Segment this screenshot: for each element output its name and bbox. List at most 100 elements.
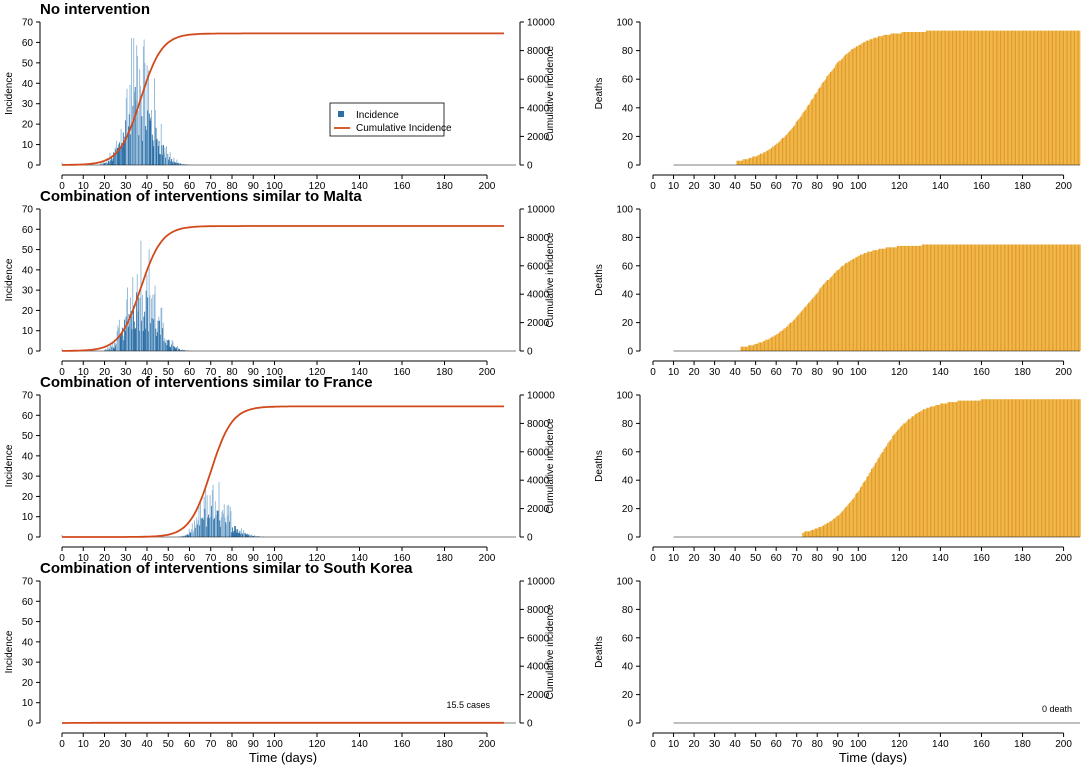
incidence-x-tick-label: 100 [266,367,283,378]
deaths-x-tick-label: 70 [791,181,803,192]
incidence-y-tick-label: 10 [22,698,34,709]
incidence-y-tick-label: 50 [22,431,34,442]
deaths-x-tick-label: 100 [850,553,867,564]
incidence-x-tick-label: 20 [99,553,111,564]
deaths-y-tick-label: 0 [627,347,633,358]
deaths-x-tick-label: 100 [850,367,867,378]
incidence-y-tick-label: 30 [22,99,34,110]
deaths-y-label: Deaths [594,636,605,668]
incidence-y-tick-label: 10 [22,326,34,337]
cumulative-y-tick-label: 0 [527,161,533,172]
incidence-x-tick-label: 30 [120,553,132,564]
incidence-x-tick-label: 50 [163,739,175,750]
deaths-x-tick-label: 40 [730,181,742,192]
incidence-x-tick-label: 160 [394,367,411,378]
incidence-x-tick-label: 120 [309,739,326,750]
deaths-x-tick-label: 30 [709,739,721,750]
cumulative-y-tick-label: 10000 [527,577,555,588]
incidence-x-tick-label: 180 [436,181,453,192]
deaths-x-tick-label: 10 [668,739,680,750]
deaths-x-tick-label: 0 [650,367,656,378]
incidence-y-tick-label: 10 [22,140,34,151]
incidence-x-tick-label: 160 [394,739,411,750]
incidence-x-tick-label: 180 [436,367,453,378]
incidence-x-tick-label: 40 [141,181,153,192]
incidence-x-tick-label: 50 [163,367,175,378]
x-axis-title-left: Time (days) [249,750,317,765]
incidence-x-tick-label: 70 [205,739,217,750]
deaths-x-tick-label: 70 [791,553,803,564]
deaths-x-tick-label: 40 [730,367,742,378]
deaths-x-tick-label: 160 [973,739,990,750]
deaths-y-tick-label: 60 [622,633,634,644]
deaths-annotation: 0 death [1042,704,1072,714]
deaths-x-tick-label: 180 [1014,553,1031,564]
cumulative-y-tick-label: 0 [527,533,533,544]
legend: Incidence Cumulative Incidence [329,102,452,137]
cumulative-y-tick-label: 6000 [527,447,550,458]
cumulative-y-tick-label: 10000 [527,18,555,29]
deaths-x-tick-label: 120 [891,181,908,192]
deaths-y-tick-label: 60 [622,447,634,458]
deaths-y-tick-label: 20 [622,690,634,701]
incidence-x-tick-label: 120 [309,181,326,192]
incidence-x-tick-label: 200 [479,181,496,192]
incidence-y-tick-label: 60 [22,411,34,422]
deaths-y-tick-label: 20 [622,132,634,143]
incidence-y-tick-label: 70 [22,577,34,588]
deaths-x-tick-label: 20 [688,367,700,378]
incidence-y-tick-label: 60 [22,597,34,608]
deaths-y-tick-label: 0 [627,161,633,172]
deaths-x-tick-label: 0 [650,181,656,192]
deaths-y-tick-label: 40 [622,662,634,673]
cumulative-y-tick-label: 4000 [527,662,550,673]
cases-annotation: 15.5 cases [446,700,490,710]
incidence-x-tick-label: 70 [205,181,217,192]
deaths-x-tick-label: 80 [812,739,824,750]
incidence-y-tick-label: 20 [22,678,34,689]
incidence-x-tick-label: 20 [99,367,111,378]
incidence-x-tick-label: 80 [226,553,238,564]
incidence-x-tick-label: 200 [479,553,496,564]
deaths-y-tick-label: 80 [622,605,634,616]
deaths-x-tick-label: 100 [850,739,867,750]
deaths-x-tick-label: 120 [891,553,908,564]
cumulative-y-tick-label: 8000 [527,605,550,616]
incidence-x-tick-label: 140 [351,553,368,564]
legend-cumulative-label: Cumulative Incidence [356,123,452,134]
incidence-x-tick-label: 0 [59,739,65,750]
deaths-y-tick-label: 40 [622,103,634,114]
incidence-y-tick-label: 40 [22,79,34,90]
deaths-x-tick-label: 0 [650,739,656,750]
incidence-x-tick-label: 200 [479,739,496,750]
incidence-x-tick-label: 10 [78,739,90,750]
x-axis-title-right: Time (days) [839,750,907,765]
incidence-x-tick-label: 80 [226,739,238,750]
deaths-y-tick-label: 40 [622,290,634,301]
deaths-x-tick-label: 180 [1014,367,1031,378]
deaths-x-tick-label: 120 [891,367,908,378]
incidence-x-tick-label: 30 [120,739,132,750]
incidence-x-tick-label: 20 [99,739,111,750]
deaths-y-tick-label: 20 [622,318,634,329]
incidence-x-tick-label: 10 [78,553,90,564]
deaths-x-tick-label: 40 [730,553,742,564]
incidence-x-tick-label: 100 [266,739,283,750]
incidence-y-tick-label: 20 [22,120,34,131]
deaths-x-tick-label: 60 [771,181,783,192]
deaths-x-tick-label: 90 [832,553,844,564]
panel-title: Combination of interventions similar to … [40,374,373,391]
deaths-x-tick-label: 200 [1055,739,1072,750]
deaths-x-tick-label: 90 [832,367,844,378]
deaths-x-tick-label: 30 [709,553,721,564]
deaths-x-tick-label: 20 [688,553,700,564]
deaths-x-tick-label: 180 [1014,739,1031,750]
incidence-x-tick-label: 70 [205,553,217,564]
incidence-y-tick-label: 60 [22,38,34,49]
incidence-y-tick-label: 30 [22,658,34,669]
deaths-y-tick-label: 100 [616,577,633,588]
incidence-y-tick-label: 0 [27,161,33,172]
incidence-x-tick-label: 20 [99,181,111,192]
deaths-y-tick-label: 20 [622,504,634,515]
incidence-x-tick-label: 70 [205,367,217,378]
